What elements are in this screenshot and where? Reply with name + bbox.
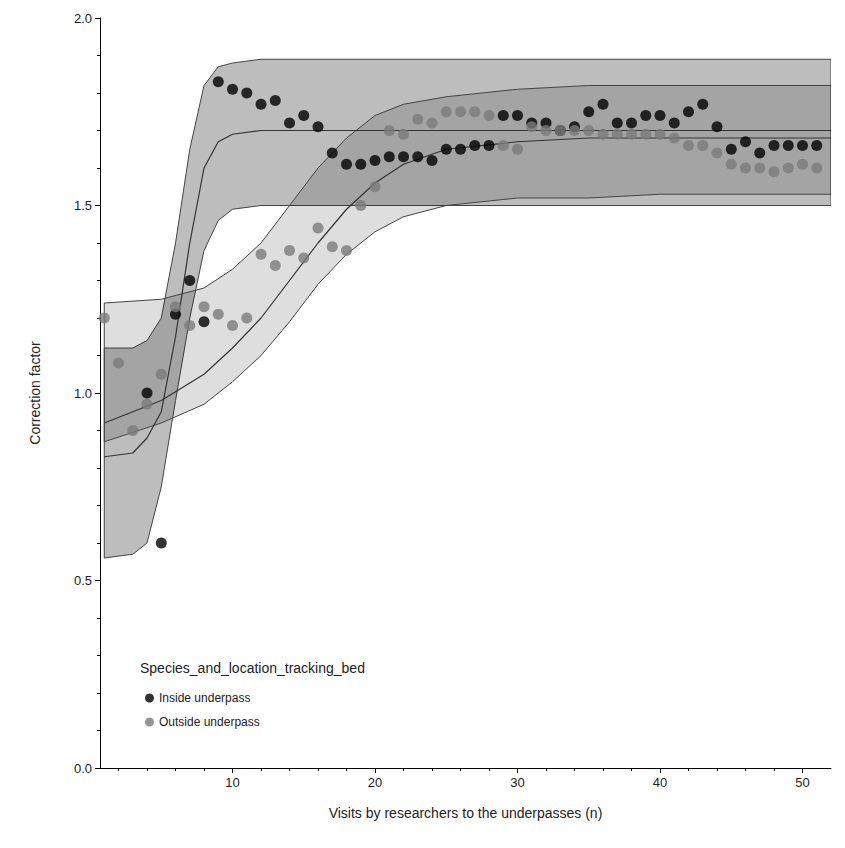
svg-text:0.5: 0.5 (74, 573, 92, 588)
svg-text:50: 50 (795, 775, 809, 790)
svg-text:40: 40 (653, 775, 667, 790)
svg-text:1.0: 1.0 (74, 386, 92, 401)
svg-text:30: 30 (510, 775, 524, 790)
svg-text:Outside underpass: Outside underpass (159, 715, 260, 729)
svg-text:20: 20 (368, 775, 382, 790)
svg-text:10: 10 (225, 775, 239, 790)
svg-text:0.0: 0.0 (74, 761, 92, 776)
svg-text:1.5: 1.5 (74, 198, 92, 213)
svg-text:Inside underpass: Inside underpass (159, 691, 250, 705)
svg-text:Visits by researchers to the u: Visits by researchers to the underpasses… (329, 805, 603, 821)
svg-text:2.0: 2.0 (74, 11, 92, 26)
svg-text:Species_and_location_tracking_: Species_and_location_tracking_bed (140, 660, 365, 676)
svg-text:Correction factor: Correction factor (27, 341, 43, 445)
